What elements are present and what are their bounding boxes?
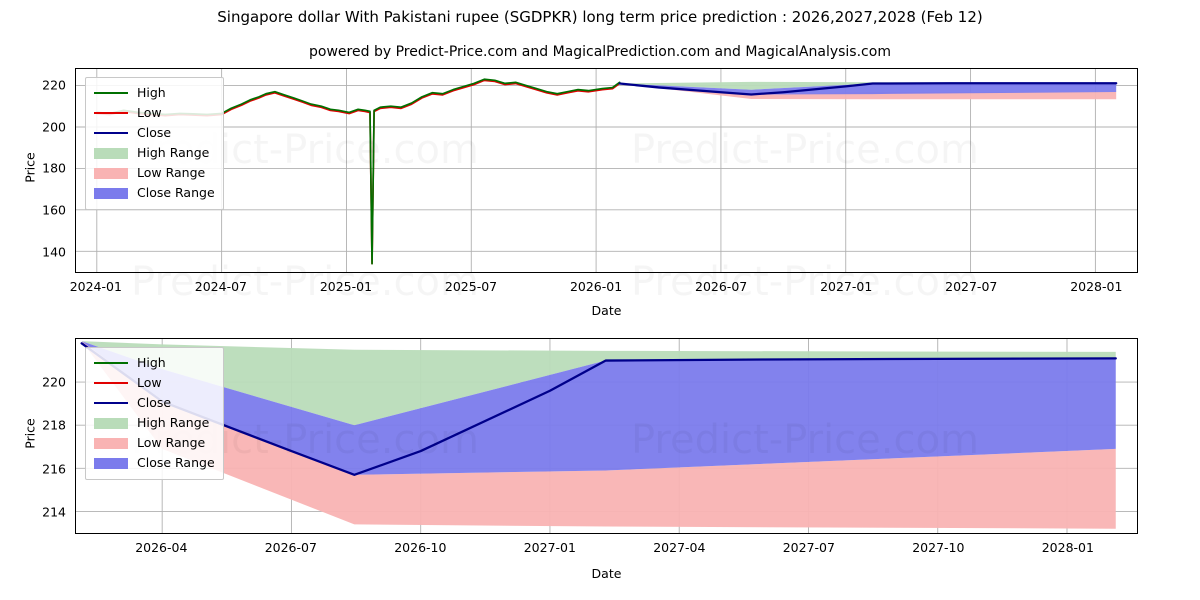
y-tick-label: 220 xyxy=(42,374,66,390)
x-tick-label: 2026-10 xyxy=(394,540,447,555)
legend-line-swatch xyxy=(94,92,128,94)
legend-line-swatch xyxy=(94,382,128,384)
y-tick-label: 214 xyxy=(42,504,66,520)
legend-item-high: High xyxy=(94,83,215,103)
x-tick-label: 2027-01 xyxy=(523,540,576,555)
legend-patch-swatch xyxy=(94,147,128,159)
x-tick-label: 2027-10 xyxy=(912,540,965,555)
y-tick-label: 218 xyxy=(42,417,66,433)
chart2-plot-area: Predict-Price.com Predict-Price.com High… xyxy=(75,338,1138,534)
legend-patch-swatch xyxy=(94,437,128,449)
legend-item-low: Low xyxy=(94,373,215,393)
chart1-plot-area: Predict-Price.com Predict-Price.com Pred… xyxy=(75,68,1138,273)
legend-item-label: High xyxy=(137,354,166,370)
y-tick-label: 160 xyxy=(42,202,66,218)
legend-item-low: Low xyxy=(94,103,215,123)
chart2-x-axis-label: Date xyxy=(591,566,622,581)
legend-item-label: Low xyxy=(137,104,162,120)
x-tick-label: 2026-01 xyxy=(569,279,623,294)
x-tick-label: 2028-01 xyxy=(1070,279,1123,294)
y-tick-label: 140 xyxy=(42,244,66,260)
x-tick-label: 2028-01 xyxy=(1041,540,1094,555)
legend-line-swatch xyxy=(94,112,128,114)
legend-item-high: High xyxy=(94,353,215,373)
page-title: Singapore dollar With Pakistani rupee (S… xyxy=(217,8,983,26)
x-tick-label: 2026-07 xyxy=(264,540,317,555)
legend-patch-swatch xyxy=(94,187,128,199)
legend-item-label: High Range xyxy=(137,414,210,430)
x-tick-label: 2027-07 xyxy=(782,540,835,555)
legend-line-swatch xyxy=(94,362,128,364)
legend-item-close-range: Close Range xyxy=(94,183,215,203)
chart1-legend: High Low Close High Range Low Range Close Ran… xyxy=(85,77,224,210)
legend-item-label: Close Range xyxy=(137,184,215,200)
x-tick-label: 2026-04 xyxy=(135,540,188,555)
y-tick-label: 220 xyxy=(42,77,66,93)
legend-item-label: Low Range xyxy=(137,164,206,180)
chart1-x-axis-label: Date xyxy=(591,303,622,318)
chart2-legend: High Low Close High Range Low Range Close Ran… xyxy=(85,347,224,480)
x-tick-label: 2025-01 xyxy=(319,279,373,294)
y-tick-label: 216 xyxy=(42,461,66,477)
legend-item-label: Close xyxy=(137,124,172,140)
page-subtitle: powered by Predict-Price.com and Magical… xyxy=(309,44,891,60)
legend-item-high-range: High Range xyxy=(94,143,215,163)
x-tick-label: 2024-01 xyxy=(69,279,122,294)
x-tick-label: 2024-07 xyxy=(194,279,247,294)
y-tick-label: 180 xyxy=(42,160,66,176)
legend-item-label: Close Range xyxy=(137,454,215,470)
legend-item-label: Low xyxy=(137,374,162,390)
legend-item-label: High xyxy=(137,84,166,100)
legend-line-swatch xyxy=(94,132,128,134)
legend-patch-swatch xyxy=(94,457,128,469)
legend-item-close-range: Close Range xyxy=(94,453,215,473)
legend-item-label: High Range xyxy=(137,144,210,160)
legend-patch-swatch xyxy=(94,167,128,179)
legend-item-low-range: Low Range xyxy=(94,163,215,183)
x-tick-label: 2025-07 xyxy=(444,279,498,294)
x-tick-label: 2027-07 xyxy=(945,279,998,294)
legend-item-high-range: High Range xyxy=(94,413,215,433)
legend-item-low-range: Low Range xyxy=(94,433,215,453)
chart2-canvas xyxy=(76,339,1137,533)
legend-item-label: Low Range xyxy=(137,434,206,450)
chart1-canvas xyxy=(76,69,1137,272)
legend-item-label: Close xyxy=(137,394,172,410)
x-tick-label: 2027-01 xyxy=(820,279,873,294)
legend-line-swatch xyxy=(94,402,128,404)
legend-item-close: Close xyxy=(94,393,215,413)
y-tick-label: 200 xyxy=(42,119,66,135)
legend-item-close: Close xyxy=(94,123,215,143)
x-tick-label: 2026-07 xyxy=(695,279,748,294)
x-tick-label: 2027-04 xyxy=(653,540,706,555)
legend-patch-swatch xyxy=(94,417,128,429)
